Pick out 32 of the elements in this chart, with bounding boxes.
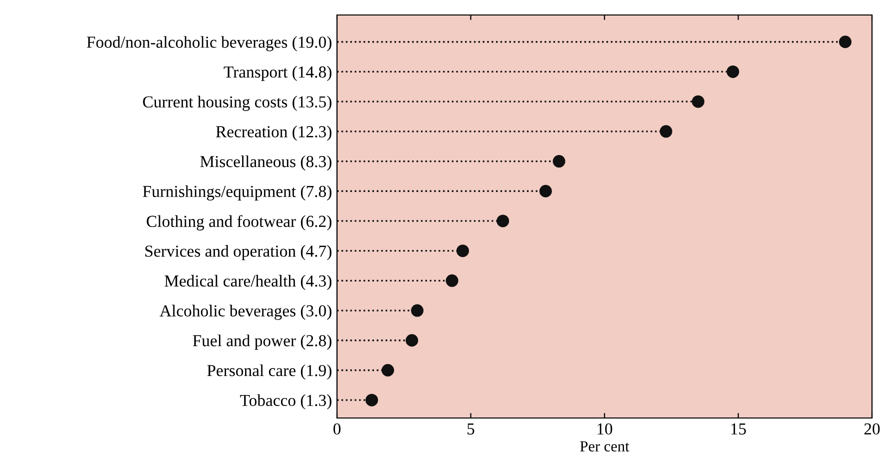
point [382,364,394,376]
x-tick-label: 5 [468,424,474,435]
point [539,184,552,198]
point [411,304,424,317]
x-tick-label: 0 [333,423,341,435]
point [496,214,510,228]
y-tick-label: Medical care/health (4.3) [164,274,332,290]
y-tick-label: Services and operation (4.7) [145,245,332,260]
y-tick-label: Transport (14.8) [224,66,332,82]
y-tick-label: Recreation (12.3) [216,126,332,141]
x-axis-title: Per cent [580,441,630,452]
y-tick-label: Alcoholic beverages (3.0) [160,304,332,320]
point [839,36,852,48]
point [552,155,566,168]
y-tick-label: Personal care (1.9) [207,364,332,380]
x-tick-label: 15 [731,423,746,435]
point [726,65,740,78]
y-tick-label: Food/non-alcoholic beverages (19.0) [86,36,332,52]
y-tick-label: Tobacco (1.3) [240,394,332,410]
y-tick-label: Current housing costs (13.5) [143,96,332,111]
point [446,274,458,287]
y-tick-label: Fuel and power (2.8) [192,334,332,350]
x-tick-label: 20 [864,423,880,435]
point [406,334,418,347]
point [456,244,469,258]
point [366,394,378,406]
point [692,95,704,108]
y-tick-label: Clothing and footwear (6.2) [146,215,332,230]
point [660,125,672,138]
x-tick-label: 10 [598,423,612,435]
y-tick-label: Furnishings/equipment (7.8) [142,185,332,201]
y-tick-label: Miscellaneous (8.3) [200,155,332,171]
